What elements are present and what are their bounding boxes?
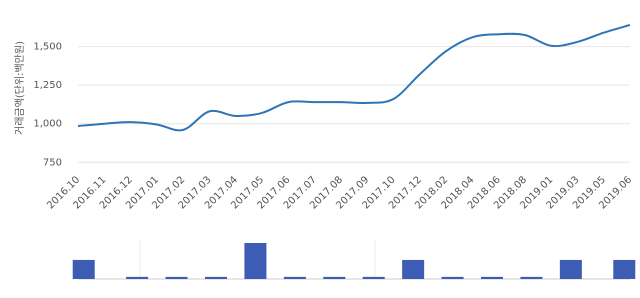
y-tick-label: 1,250 bbox=[33, 80, 62, 91]
bar bbox=[481, 276, 503, 279]
bar bbox=[283, 276, 306, 279]
bar bbox=[613, 259, 636, 279]
line bbox=[77, 24, 631, 132]
y-tick-label: 750 bbox=[43, 157, 62, 168]
bar bbox=[520, 276, 543, 279]
y-axis-label: 거래금액(단위:백만원) bbox=[13, 41, 26, 135]
bar bbox=[362, 276, 385, 279]
bar bbox=[205, 276, 227, 279]
bar bbox=[126, 276, 149, 279]
bar bbox=[244, 243, 267, 279]
bar bbox=[165, 276, 188, 279]
bar bbox=[72, 259, 95, 279]
bar bbox=[559, 259, 582, 279]
bar bbox=[402, 259, 425, 279]
bar bbox=[323, 276, 346, 279]
bar bbox=[441, 276, 464, 279]
y-tick-label: 1,500 bbox=[33, 42, 62, 53]
y-tick-label: 1,000 bbox=[33, 119, 62, 130]
